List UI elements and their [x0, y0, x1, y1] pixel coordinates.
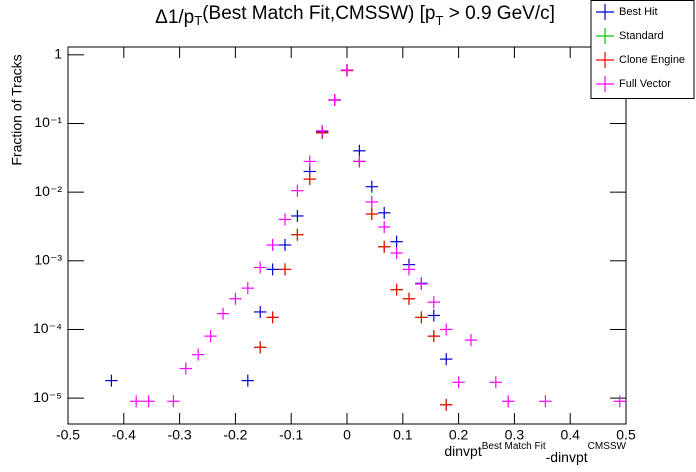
bin-marker: [253, 261, 267, 274]
title-sub: T: [194, 13, 202, 28]
title-part: > 0.9 GeV/c]: [443, 3, 554, 24]
bin-marker: [402, 292, 416, 305]
y-tick-label: 10⁻⁴: [33, 320, 62, 336]
bin-marker: [278, 238, 292, 251]
x-tick-label: 0.1: [393, 427, 413, 443]
bin-marker: [191, 348, 205, 361]
bin-marker: [328, 93, 341, 106]
x-tick-label: -0.1: [279, 427, 303, 443]
y-tick-label: 10⁻³: [34, 252, 62, 268]
title-part: Δ1/p: [155, 7, 194, 28]
bin-marker: [278, 213, 292, 226]
bin-marker: [229, 292, 242, 305]
y-tick-label: 10⁻²: [34, 183, 62, 199]
x-tick-label: -0.3: [168, 427, 192, 443]
x-tick-label: 0.2: [449, 427, 469, 443]
bin-marker: [266, 263, 279, 276]
bin-marker: [353, 144, 366, 157]
bin-marker: [216, 307, 230, 320]
bin-marker: [390, 283, 403, 296]
bin-marker: [340, 64, 354, 77]
y-tick-label: 10⁻¹: [34, 114, 62, 130]
bin-marker: [142, 395, 155, 408]
y-tick-label: 10⁻⁵: [33, 389, 62, 405]
title-sub: T: [436, 13, 444, 28]
bin-marker: [613, 395, 626, 408]
x-tick-label: -0.4: [112, 427, 136, 443]
bin-marker: [402, 263, 416, 276]
xlabel-sup: CMSSW: [588, 441, 627, 452]
bin-marker: [204, 330, 217, 343]
y-tick-label: 1: [54, 46, 62, 62]
bin-marker: [291, 228, 304, 241]
bin-marker: [241, 374, 254, 387]
x-axis-label: dinvptBest Match Fit-dinvptCMSSW: [444, 441, 626, 465]
xlabel-sup: Best Match Fit: [482, 441, 546, 452]
legend-label: Standard: [619, 30, 664, 42]
bin-marker: [427, 296, 441, 309]
bin-marker: [278, 263, 292, 276]
bin-marker: [266, 311, 279, 324]
bin-marker: [452, 376, 465, 389]
xlabel-part: dinvpt: [444, 443, 481, 459]
bin-marker: [440, 398, 453, 411]
x-tick-label: 0.3: [505, 427, 525, 443]
bin-marker: [365, 180, 379, 193]
bin-marker: [303, 155, 316, 168]
bin-marker: [266, 238, 279, 251]
bin-marker: [353, 155, 366, 168]
x-tick-label: -0.2: [223, 427, 247, 443]
bin-marker: [378, 240, 391, 253]
bin-marker: [440, 353, 453, 366]
bin-marker: [502, 395, 515, 408]
bin-marker: [291, 209, 304, 222]
bin-marker: [167, 395, 180, 408]
bin-marker: [378, 206, 391, 219]
bin-marker: [303, 173, 316, 186]
bin-marker: [179, 362, 192, 375]
bin-marker: [427, 309, 441, 322]
bin-marker: [539, 395, 552, 408]
bin-marker: [415, 277, 428, 290]
bin-marker: [415, 311, 428, 324]
bin-marker: [105, 374, 118, 387]
legend-label: Best Hit: [619, 6, 658, 18]
legend-box: [590, 0, 695, 99]
title-part: (Best Match Fit,CMSSW) [p: [202, 3, 435, 24]
bin-marker: [489, 376, 503, 389]
bin-marker: [365, 195, 379, 208]
xlabel-part: -dinvpt: [546, 449, 588, 465]
bin-marker: [129, 395, 143, 408]
bin-marker: [427, 330, 441, 343]
x-tick-label: 0: [343, 427, 351, 443]
bin-marker: [390, 246, 403, 259]
bin-marker: [315, 124, 329, 137]
bin-marker: [253, 305, 267, 318]
bin-marker: [241, 282, 254, 295]
bin-marker: [378, 221, 391, 234]
legend-label: Clone Engine: [619, 54, 685, 66]
bin-marker: [390, 235, 403, 248]
bin-marker: [365, 208, 379, 221]
chart-title: Δ1/pT(Best Match Fit,CMSSW) [pT > 0.9 Ge…: [155, 3, 555, 28]
bin-marker: [464, 334, 478, 347]
bin-marker: [253, 341, 267, 354]
x-tick-label: -0.5: [56, 427, 80, 443]
x-tick-label: 0.4: [560, 427, 580, 443]
bin-marker: [440, 323, 453, 336]
x-tick-label: 0.5: [616, 427, 636, 443]
bin-marker: [291, 184, 304, 197]
legend-label: Full Vector: [619, 78, 671, 90]
y-axis-label: Fraction of Tracks: [9, 54, 25, 165]
